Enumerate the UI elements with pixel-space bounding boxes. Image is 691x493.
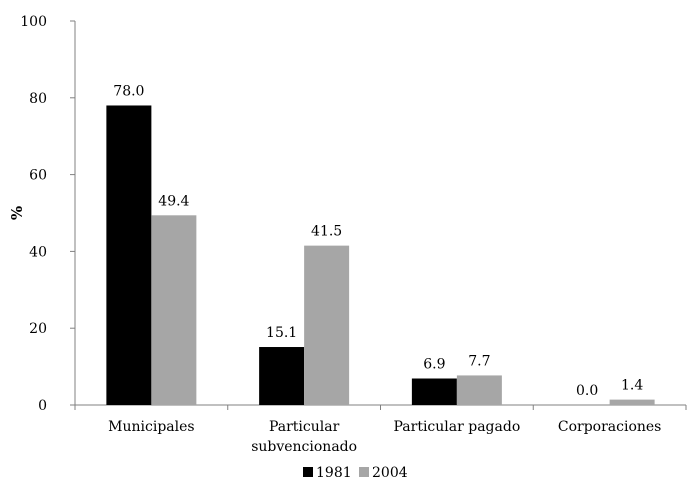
y-tick-label: 60 — [29, 168, 47, 184]
data-label: 49.4 — [158, 193, 189, 209]
y-tick-label: 20 — [29, 321, 47, 337]
bar-2004 — [609, 399, 655, 405]
data-label: 0.0 — [576, 383, 598, 399]
bar-2004 — [456, 375, 502, 405]
x-tick-label: Particular subvencionado — [251, 419, 357, 455]
y-tick-label: 100 — [20, 14, 47, 30]
bar-2004 — [304, 245, 350, 405]
x-tick-label: Municipales — [108, 419, 194, 435]
legend: 1981 2004 — [303, 465, 408, 481]
bar-1981 — [259, 347, 305, 405]
data-label: 41.5 — [311, 224, 342, 240]
axes: 0 20 40 60 80 100 Municipales Particular subvenc… — [20, 14, 687, 455]
bars — [106, 105, 655, 405]
y-tick-label: 40 — [29, 244, 47, 260]
x-tick-label: Particular pagado — [393, 419, 520, 435]
x-tick-label: Corporaciones — [558, 419, 662, 435]
y-tick-label: 80 — [29, 91, 47, 107]
legend-swatch-1981 — [303, 467, 313, 477]
data-label: 6.9 — [423, 357, 445, 373]
data-label: 15.1 — [266, 325, 297, 341]
bar-1981 — [106, 105, 152, 405]
legend-label-1981: 1981 — [316, 465, 352, 481]
data-label: 78.0 — [113, 83, 144, 99]
data-label: 7.7 — [468, 353, 490, 369]
bar-1981 — [411, 378, 457, 405]
y-tick-label: 0 — [38, 398, 47, 414]
bar-2004 — [151, 215, 197, 405]
data-label: 1.4 — [621, 378, 643, 394]
legend-swatch-2004 — [359, 467, 369, 477]
value-labels: 78.0 15.1 6.9 0.0 49.4 41.5 7.7 1.4 — [113, 83, 643, 399]
legend-label-2004: 2004 — [372, 465, 408, 481]
y-axis-label: % — [8, 206, 26, 220]
